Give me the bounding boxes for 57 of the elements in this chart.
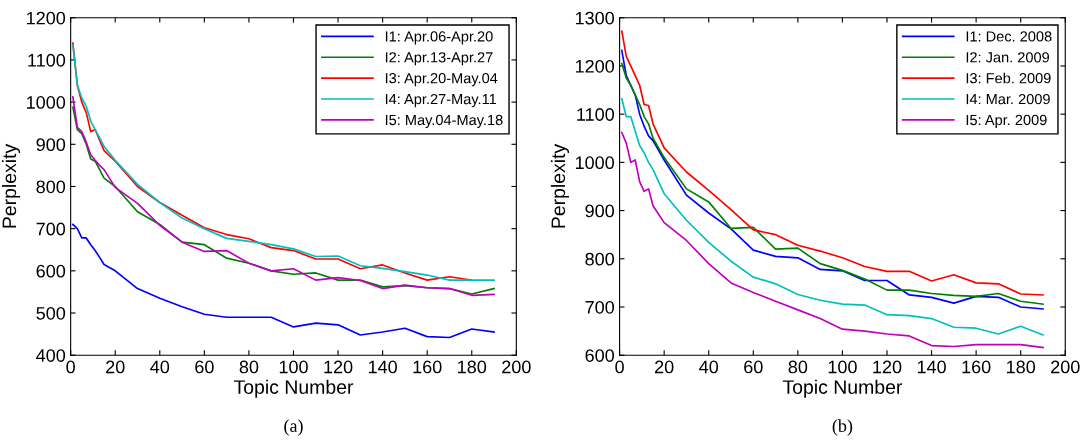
legend-label: I2: Jan. 2009 <box>966 52 1050 63</box>
y-tick-label: 900 <box>585 204 615 218</box>
x-tick-label: 160 <box>962 360 991 374</box>
legend-label: I1: Apr.06-Apr.20 <box>385 31 493 45</box>
x-tick-label: 0 <box>66 360 75 374</box>
y-tick-label: 1100 <box>28 53 66 67</box>
y-tick-label: 1200 <box>27 11 66 25</box>
y-axis-title: Perplexity <box>550 143 570 228</box>
x-tick-label: 60 <box>744 360 763 374</box>
x-tick-label: 200 <box>502 360 531 374</box>
y-tick-label: 700 <box>36 222 66 236</box>
x-tick-label: 40 <box>150 360 170 374</box>
text: (b) <box>832 419 853 436</box>
legend-label: I3: Feb. 2009 <box>966 72 1051 84</box>
y-tick-label: 1000 <box>27 96 66 109</box>
legend-label: I3: Apr.20-May.04 <box>385 73 498 87</box>
x-tick-label: 100 <box>828 360 857 374</box>
y-tick-label: 700 <box>585 300 615 314</box>
text: (a) <box>284 419 303 436</box>
line-series <box>620 131 1044 349</box>
y-tick-label: 800 <box>585 252 615 266</box>
x-tick-label: 20 <box>655 360 674 374</box>
y-tick-label: 1100 <box>577 108 615 121</box>
line-series <box>72 223 495 339</box>
x-tick-label: 0 <box>615 360 624 374</box>
y-tick-label: 1200 <box>575 59 615 73</box>
x-tick-label: 60 <box>195 360 214 374</box>
y-axis-title: Perplexity <box>1 143 21 228</box>
y-tick-label: 1300 <box>575 11 615 25</box>
x-tick-label: 100 <box>279 360 308 374</box>
y-tick-label: 900 <box>36 138 66 152</box>
y-tick-label: 800 <box>36 180 66 194</box>
x-tick-label: 180 <box>458 360 487 374</box>
x-tick-label: 140 <box>368 360 397 374</box>
y-tick-label: 600 <box>585 349 615 362</box>
x-axis-title: Topic Number <box>782 379 903 398</box>
legend-label: I2: Apr.13-Apr.27 <box>385 52 493 66</box>
legend-label: I5: Apr. 2009 <box>966 114 1047 129</box>
legend-label: I4: Apr.27-May.11 <box>385 93 497 108</box>
x-tick-label: 180 <box>1007 360 1036 374</box>
legend-label: I1: Dec. 2008 <box>966 31 1052 42</box>
x-tick-label: 80 <box>239 360 259 374</box>
y-tick-label: 500 <box>36 306 66 320</box>
y-tick-label: 600 <box>36 264 66 278</box>
x-tick-label: 20 <box>106 360 125 374</box>
legend-label: I4: Mar. 2009 <box>966 93 1050 105</box>
x-tick-label: 140 <box>917 360 946 374</box>
x-axis-title: Topic Number <box>233 379 354 398</box>
x-tick-label: 120 <box>324 360 353 374</box>
x-tick-label: 80 <box>788 360 808 374</box>
y-tick-label: 400 <box>36 349 66 362</box>
x-tick-label: 40 <box>699 360 719 374</box>
legend-label: I5: May.04-May.18 <box>385 114 503 129</box>
y-tick-label: 1000 <box>575 156 615 170</box>
x-tick-label: 160 <box>413 360 442 374</box>
x-tick-label: 120 <box>873 360 902 374</box>
x-tick-label: 200 <box>1051 360 1080 374</box>
